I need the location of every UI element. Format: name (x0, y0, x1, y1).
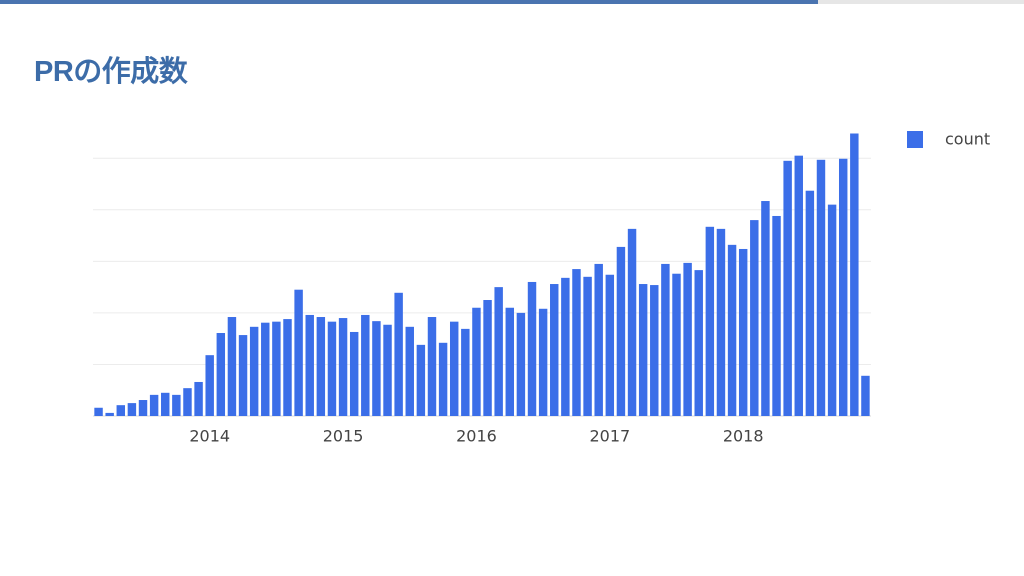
bar (405, 326, 414, 416)
bar (705, 226, 715, 416)
top-bar-rest (818, 0, 1024, 4)
bar (538, 308, 548, 416)
bar (661, 263, 670, 416)
bar (272, 321, 281, 416)
bar (694, 270, 703, 416)
bar (127, 403, 137, 416)
bar (761, 201, 770, 416)
bar (650, 285, 659, 416)
bar (372, 321, 381, 416)
bar (305, 314, 314, 416)
bar (94, 407, 103, 416)
bar (594, 263, 603, 416)
bar (227, 317, 237, 416)
bar (850, 133, 859, 416)
bar (750, 220, 759, 416)
bar (149, 394, 159, 416)
bar (683, 262, 692, 416)
bar (494, 287, 503, 416)
x-tick-label: 2014 (189, 427, 230, 446)
bar (238, 335, 248, 416)
bar (472, 307, 481, 416)
bar (261, 322, 270, 416)
bar (449, 321, 459, 416)
bar (249, 326, 259, 416)
bar (205, 355, 214, 416)
bar (605, 274, 615, 416)
bar (838, 158, 848, 416)
bar (716, 228, 726, 416)
bar (116, 405, 126, 416)
bar (516, 312, 526, 416)
bar (772, 215, 781, 416)
bar (105, 412, 114, 416)
x-tick-label: 2017 (589, 427, 630, 446)
bar (550, 284, 559, 416)
bar (638, 284, 648, 416)
bar (427, 317, 437, 416)
bar (316, 317, 326, 416)
bar (627, 228, 637, 416)
x-tick-label: 2018 (723, 427, 764, 446)
bar (461, 328, 470, 416)
bar (816, 159, 826, 416)
bar (572, 269, 581, 416)
legend-swatch (907, 131, 923, 148)
bar (327, 321, 337, 416)
x-tick-label: 2015 (323, 427, 364, 446)
bar (783, 160, 792, 416)
bar (383, 324, 392, 416)
bar (727, 244, 737, 416)
bar (794, 155, 803, 416)
bar (283, 319, 292, 416)
legend-label: count (945, 130, 990, 149)
bar (438, 342, 448, 416)
bar (805, 190, 815, 416)
bar (183, 388, 192, 416)
bar (216, 333, 226, 416)
bar (738, 248, 748, 416)
bar (527, 281, 537, 416)
bar (349, 331, 359, 416)
bar (338, 318, 348, 416)
bar (138, 400, 148, 416)
bar (361, 314, 370, 416)
bar (583, 276, 592, 416)
bar (616, 246, 626, 416)
bar (561, 277, 570, 416)
bar (861, 375, 870, 416)
x-tick-label: 2016 (456, 427, 497, 446)
bar (827, 204, 837, 416)
top-bar (0, 0, 818, 4)
bar (161, 392, 170, 416)
bar (672, 273, 681, 416)
bar (483, 300, 492, 416)
bar (294, 289, 303, 416)
bar (172, 394, 181, 416)
bar (416, 344, 426, 416)
bar (394, 292, 403, 416)
bar (505, 307, 515, 416)
slide-title: PRの作成数 (34, 56, 188, 88)
bar (194, 381, 203, 416)
